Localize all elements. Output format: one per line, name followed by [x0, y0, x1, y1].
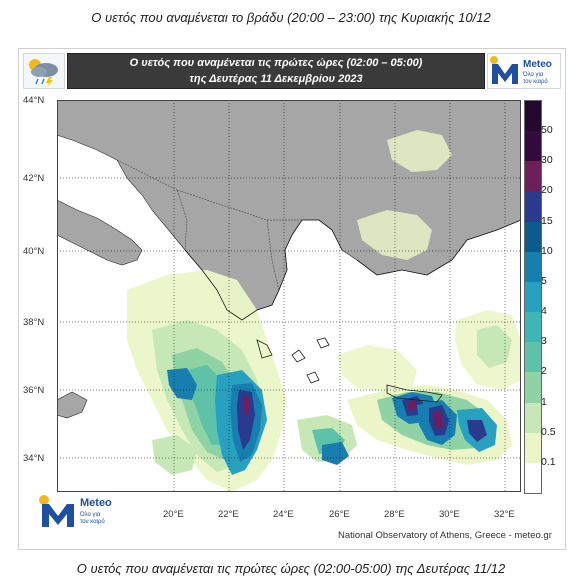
legend-label: 10 — [541, 244, 553, 257]
legend-label: 1 — [541, 395, 547, 408]
legend-label: 0.5 — [541, 425, 556, 438]
lon-label-32: 32°E — [494, 509, 515, 520]
legend-swatch — [525, 251, 541, 283]
legend-swatch — [525, 221, 541, 253]
meteo-logo-bottom: Meteo Όλο για τον καιρό — [38, 494, 118, 530]
lat-label-36: 36°N — [23, 385, 45, 396]
logo-tagline-2: τον καιρό — [523, 79, 548, 85]
lon-label-22: 22°E — [218, 509, 239, 520]
legend-label: 3 — [541, 335, 547, 348]
lon-label-24: 24°E — [273, 509, 294, 520]
source-credit: National Observatory of Athens, Greece -… — [338, 530, 552, 541]
lat-lon-grid — [57, 100, 521, 492]
legend-swatch — [525, 312, 541, 343]
meteo-m-icon — [490, 56, 518, 84]
weather-icon-box — [23, 53, 65, 89]
lat-label-34: 34°N — [23, 453, 45, 464]
country-borders — [116, 159, 358, 291]
rain-cloud-icon — [29, 59, 58, 87]
legend-swatch — [525, 131, 541, 162]
legend-swatch — [525, 372, 541, 404]
lon-label-26: 26°E — [329, 509, 350, 520]
legend-swatch — [525, 432, 541, 464]
lon-label-28: 28°E — [384, 509, 405, 520]
precipitation-legend — [524, 100, 542, 494]
precipitation-map — [57, 100, 521, 492]
logo-word-bottom: Meteo — [80, 497, 112, 509]
legend-label: 20 — [541, 184, 553, 197]
precipitation-fields — [127, 130, 521, 492]
legend-swatch — [525, 462, 541, 494]
legend-label: 5 — [541, 274, 547, 287]
legend-swatch — [525, 161, 541, 192]
lat-label-38: 38°N — [23, 317, 45, 328]
meteo-logo: Meteo Όλο για τον καιρό — [487, 53, 561, 89]
legend-swatch — [525, 342, 541, 373]
lon-label-30: 30°E — [439, 509, 460, 520]
legend-label: 30 — [541, 154, 553, 167]
banner-line-1: Ο υετός που αναμένεται τις πρώτες ώρες (… — [129, 57, 423, 69]
caption-top: Ο υετός που αναμένεται το βράδυ (20:00 –… — [91, 10, 491, 25]
map-border — [57, 100, 521, 492]
logo-tagline-1: Όλο για — [523, 72, 544, 78]
legend-label: 4 — [541, 305, 547, 318]
banner-title: Ο υετός που αναμένεται τις πρώτες ώρες (… — [67, 53, 485, 89]
logo-word: Meteo — [523, 59, 552, 70]
forecast-banner: Ο υετός που αναμένεται τις πρώτες ώρες (… — [21, 50, 563, 90]
lat-label-44: 44°N — [23, 95, 45, 106]
lon-label-20: 20°E — [163, 509, 184, 520]
legend-swatch — [525, 402, 541, 434]
legend-swatch — [525, 101, 541, 132]
logo-tagline-1-bottom: Όλο για — [80, 512, 101, 518]
legend-label: 0.1 — [541, 455, 556, 468]
lat-label-42: 42°N — [23, 173, 45, 184]
caption-bottom: Ο υετός που αναμένεται τις πρώτες ώρες (… — [76, 561, 506, 576]
banner-line-2: της Δευτέρας 11 Δεκεμβρίου 2023 — [189, 73, 363, 85]
logo-tagline-2-bottom: τον καιρό — [80, 519, 105, 525]
legend-swatch — [525, 281, 541, 313]
coastlines — [184, 219, 521, 403]
legend-label: 2 — [541, 365, 547, 378]
legend-swatch — [525, 191, 541, 223]
legend-label: 50 — [541, 124, 553, 137]
lat-label-40: 40°N — [23, 246, 45, 257]
legend-label: 15 — [541, 214, 553, 227]
meteo-m-icon-bottom — [39, 495, 74, 527]
